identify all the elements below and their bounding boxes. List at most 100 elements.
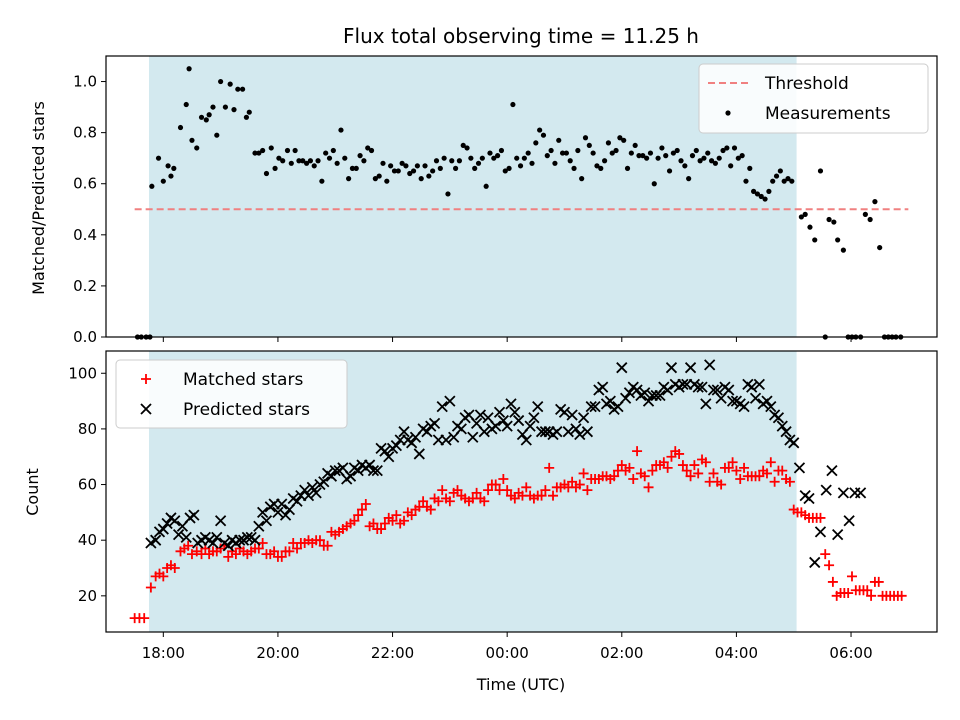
bottom-series-matched-stars [129, 446, 907, 624]
predicted-point [558, 406, 571, 418]
matched-point [739, 462, 750, 473]
measurement-point [735, 155, 741, 161]
x-tick-label: 00:00 [486, 644, 529, 662]
measurement-point [731, 145, 738, 151]
predicted-point [837, 487, 850, 499]
top-y-axis-label: Matched/Predicted stars [29, 101, 48, 295]
measurement-point [303, 160, 310, 166]
predicted-point [398, 426, 410, 438]
matched-point [578, 468, 589, 479]
measurement-point [330, 147, 336, 154]
bottom-legend-box [115, 359, 348, 429]
predicted-point [211, 531, 223, 544]
measurement-point [268, 145, 274, 151]
matched-point [169, 563, 180, 574]
predicted-point [161, 517, 173, 530]
measurement-point [579, 176, 585, 182]
predicted-point [478, 426, 490, 438]
measurement-point [391, 168, 398, 174]
matched-point [708, 468, 719, 479]
predicted-point [639, 387, 651, 399]
measurement-point [346, 176, 352, 182]
predicted-point [746, 381, 758, 393]
measurement-point [239, 86, 246, 92]
matched-point [292, 543, 303, 554]
matched-point [784, 476, 795, 487]
predicted-point [843, 515, 855, 527]
matched-point [674, 448, 685, 459]
predicted-point [214, 515, 227, 527]
matched-point [314, 535, 325, 546]
x-tick-label: 06:00 [829, 644, 872, 662]
predicted-point [854, 487, 867, 499]
matched-point [666, 451, 677, 462]
matched-point [769, 476, 780, 487]
matched-point [765, 457, 776, 468]
measurement-point [817, 168, 824, 174]
predicted-point [581, 426, 594, 438]
matched-point [223, 551, 234, 562]
predicted-point [310, 487, 322, 499]
measurement-point [586, 142, 592, 149]
measurement-point [403, 163, 409, 169]
measurement-point [186, 66, 192, 72]
measurement-point [384, 178, 390, 184]
predicted-point [704, 359, 716, 371]
measurement-point [624, 165, 631, 171]
measurement-point [445, 191, 451, 197]
measurement-point [498, 147, 505, 154]
matched-point [723, 462, 734, 473]
predicted-point [793, 462, 806, 474]
predicted-point [253, 520, 265, 532]
predicted-point [788, 437, 800, 449]
measurement-point [452, 165, 459, 171]
predicted-point [363, 459, 376, 471]
measurement-point [831, 219, 837, 225]
measurement-point [812, 237, 818, 243]
predicted-point [169, 515, 181, 527]
matched-point [502, 485, 513, 496]
measurement-point [260, 147, 266, 154]
predicted-point [150, 534, 162, 546]
measurement-point [430, 168, 436, 174]
bottom-y-tick-label: 20 [78, 587, 97, 605]
predicted-point [260, 515, 273, 527]
predicted-point [455, 423, 467, 435]
measurement-point [537, 127, 543, 133]
predicted-point [711, 384, 723, 396]
matched-point [433, 496, 444, 507]
matched-point [761, 468, 772, 479]
predicted-point [654, 389, 666, 402]
matched-point [548, 490, 559, 501]
measurement-point [210, 104, 216, 110]
measurement-point [602, 158, 608, 164]
measurement-point [365, 145, 371, 151]
predicted-point [604, 395, 616, 407]
measurement-point [300, 158, 306, 164]
matched-point [582, 485, 593, 496]
measurement-point [456, 158, 463, 164]
matched-point [452, 485, 463, 496]
matched-point [624, 462, 635, 473]
predicted-point [520, 434, 532, 446]
matched-point [230, 549, 241, 560]
matched-point [567, 476, 578, 487]
predicted-point [406, 437, 418, 449]
matched-point [681, 465, 692, 476]
measurement-point [754, 191, 761, 197]
matched-point [158, 571, 169, 582]
measurement-point [311, 163, 317, 169]
matched-point [387, 515, 398, 526]
predicted-point [696, 381, 708, 393]
matched-point [139, 613, 150, 624]
measurement-point [407, 170, 413, 177]
predicted-point [700, 398, 712, 410]
matched-point [815, 512, 826, 523]
matched-point [609, 471, 620, 482]
measurement-point [198, 114, 205, 120]
measurement-point [517, 163, 524, 169]
measurement-point [449, 158, 455, 164]
predicted-point [738, 401, 750, 413]
measurement-point [399, 160, 405, 166]
predicted-point [765, 401, 777, 413]
